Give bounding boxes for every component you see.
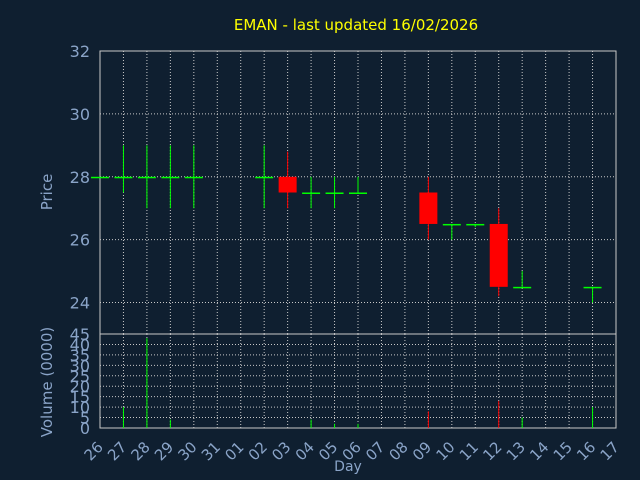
volume-tick-label: 0 xyxy=(80,419,90,438)
day-tick-label: 12 xyxy=(479,438,505,464)
price-tick-label: 24 xyxy=(70,294,90,313)
price-tick-label: 32 xyxy=(70,42,90,61)
day-tick-label: 14 xyxy=(526,438,552,464)
day-tick-label: 13 xyxy=(503,438,529,464)
candle-body xyxy=(583,286,602,289)
volume-tick-label: 40 xyxy=(70,335,90,354)
volume-grid xyxy=(99,333,617,429)
day-tick-label: 04 xyxy=(292,438,318,464)
price-axis-label: Price xyxy=(38,174,56,211)
day-tick-label: 09 xyxy=(409,438,435,464)
candle-body xyxy=(489,223,508,287)
candle-body xyxy=(184,176,203,179)
candle-body xyxy=(278,176,297,193)
candle-body xyxy=(419,192,438,224)
candle-body xyxy=(349,192,367,194)
day-tick-label: 31 xyxy=(198,438,224,464)
day-tick-label: 17 xyxy=(597,438,623,464)
day-tick-label: 02 xyxy=(245,438,271,464)
candle-body xyxy=(91,176,109,179)
day-tick-label: 15 xyxy=(550,438,576,464)
day-tick-label: 29 xyxy=(151,438,177,464)
candle-body xyxy=(442,223,461,226)
day-tick-label: 27 xyxy=(104,438,130,464)
volume-frame xyxy=(99,333,617,429)
volume-tick-label: 25 xyxy=(70,367,90,386)
price-axis-ticks: 24 26 28 30 32 xyxy=(70,42,90,313)
volume-axis-label: Volume (0000) xyxy=(38,327,56,437)
candle-body xyxy=(513,286,532,289)
price-tick-label: 30 xyxy=(70,105,90,124)
price-tick-label: 28 xyxy=(70,168,90,187)
day-tick-label: 30 xyxy=(174,438,200,464)
volume-tick-label: 35 xyxy=(70,346,90,365)
candle-body xyxy=(325,192,344,194)
day-tick-label: 08 xyxy=(386,438,412,464)
day-tick-label: 03 xyxy=(268,438,294,464)
volume-tick-label: 20 xyxy=(70,377,90,396)
day-tick-label: 10 xyxy=(432,438,458,464)
day-tick-label: 28 xyxy=(128,438,154,464)
candle-body xyxy=(114,176,133,179)
candle-body xyxy=(255,176,274,179)
candle-body xyxy=(466,223,485,226)
chart-title: EMAN - last updated 16/02/2026 xyxy=(234,16,478,34)
day-tick-label: 26 xyxy=(81,438,107,464)
volume-tick-label: 45 xyxy=(70,325,90,344)
volume-bars xyxy=(122,338,594,428)
day-axis-label: Day xyxy=(334,459,362,475)
volume-tick-label: 30 xyxy=(70,356,90,375)
candle-body xyxy=(137,176,156,179)
day-tick-label: 01 xyxy=(221,438,247,464)
candle-body xyxy=(302,192,321,194)
price-candles xyxy=(91,145,602,303)
volume-tick-label: 10 xyxy=(70,398,90,417)
day-tick-label: 16 xyxy=(573,438,599,464)
day-tick-label: 11 xyxy=(456,438,482,464)
volume-tick-label: 15 xyxy=(70,388,90,407)
volume-tick-label: 5 xyxy=(80,409,90,428)
candle-body xyxy=(161,176,180,179)
day-tick-label: 07 xyxy=(362,438,388,464)
price-tick-label: 26 xyxy=(70,231,90,250)
